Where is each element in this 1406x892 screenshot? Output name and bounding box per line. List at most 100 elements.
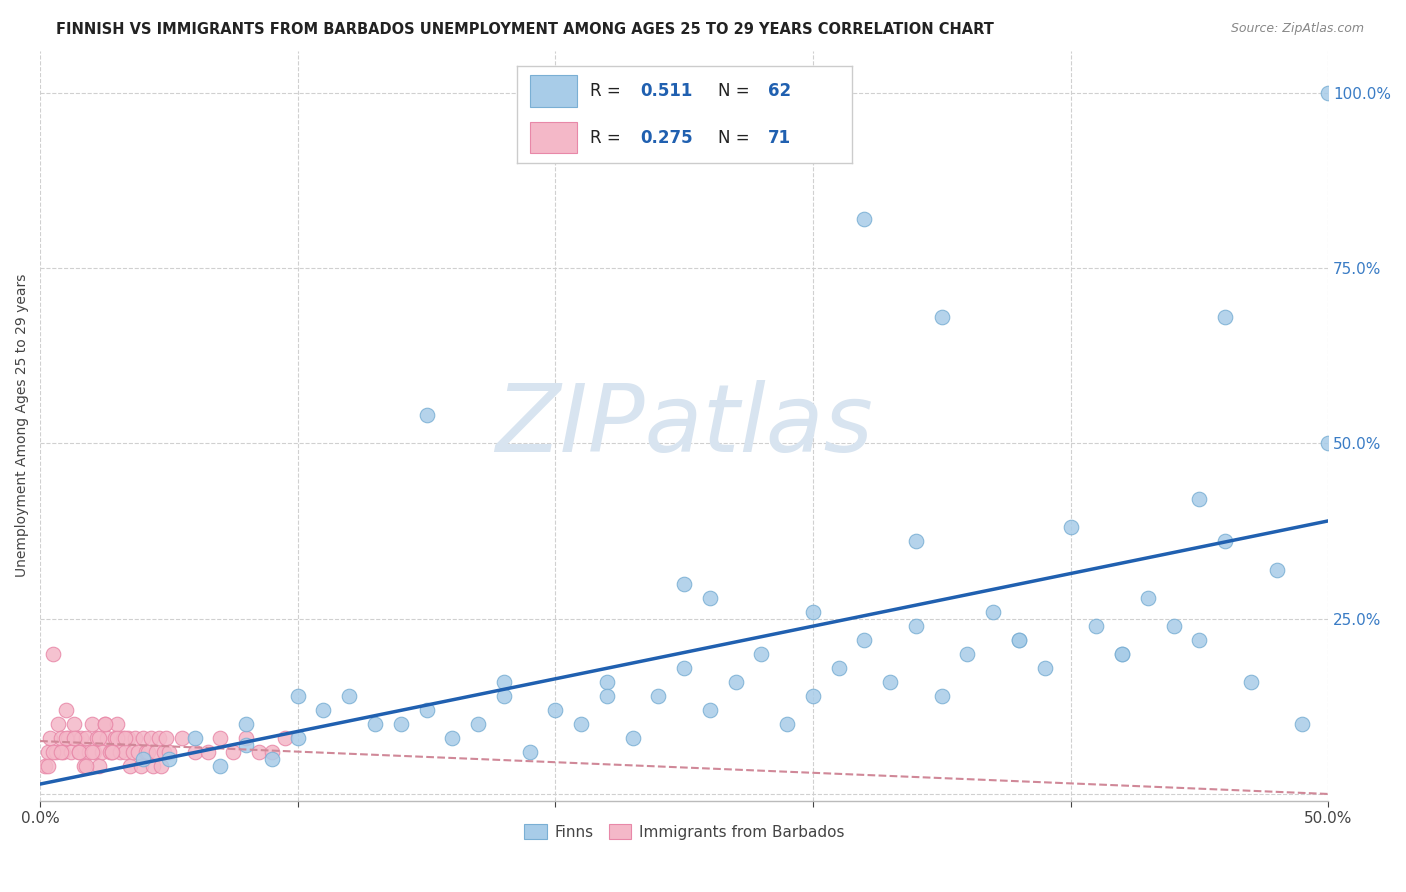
Point xyxy=(76,759,98,773)
Point xyxy=(45,745,67,759)
Point xyxy=(441,731,464,745)
Point xyxy=(879,674,901,689)
Point xyxy=(37,745,59,759)
Point xyxy=(83,745,105,759)
Point xyxy=(801,605,824,619)
Point xyxy=(312,703,335,717)
Point xyxy=(1188,492,1211,507)
Point xyxy=(67,745,90,759)
Point xyxy=(55,731,77,745)
Point xyxy=(114,745,136,759)
Point xyxy=(751,647,773,661)
Point xyxy=(197,745,219,759)
Point xyxy=(70,731,93,745)
Point xyxy=(287,689,309,703)
Point xyxy=(93,716,115,731)
Point xyxy=(67,745,90,759)
Point xyxy=(853,211,876,226)
Legend: Finns, Immigrants from Barbados: Finns, Immigrants from Barbados xyxy=(517,818,851,846)
Point xyxy=(121,745,143,759)
Point xyxy=(1008,632,1031,647)
Point xyxy=(569,716,592,731)
Point xyxy=(89,759,111,773)
Point xyxy=(596,689,619,703)
Point xyxy=(49,731,72,745)
Point xyxy=(673,576,696,591)
Point xyxy=(828,661,851,675)
Point xyxy=(96,731,118,745)
Point xyxy=(135,745,157,759)
Point xyxy=(209,759,232,773)
Point xyxy=(73,759,96,773)
Point xyxy=(1136,591,1159,605)
Point xyxy=(93,716,115,731)
Point xyxy=(127,745,149,759)
Point xyxy=(1033,661,1056,675)
Point xyxy=(247,745,270,759)
Point xyxy=(157,752,180,766)
Point xyxy=(724,674,747,689)
Point xyxy=(132,752,155,766)
Point xyxy=(492,689,515,703)
Point xyxy=(1008,632,1031,647)
Point xyxy=(76,731,98,745)
Point xyxy=(981,605,1004,619)
Point xyxy=(1317,436,1340,450)
Point xyxy=(235,716,257,731)
Point xyxy=(222,745,245,759)
Point xyxy=(142,759,165,773)
Point xyxy=(389,716,412,731)
Text: FINNISH VS IMMIGRANTS FROM BARBADOS UNEMPLOYMENT AMONG AGES 25 TO 29 YEARS CORRE: FINNISH VS IMMIGRANTS FROM BARBADOS UNEM… xyxy=(56,22,994,37)
Point xyxy=(101,745,124,759)
Point xyxy=(544,703,567,717)
Point xyxy=(150,759,173,773)
Point xyxy=(108,745,131,759)
Point xyxy=(1111,647,1133,661)
Point xyxy=(77,745,100,759)
Point xyxy=(98,745,121,759)
Point xyxy=(157,745,180,759)
Point xyxy=(1163,618,1185,632)
Point xyxy=(1317,86,1340,100)
Point xyxy=(101,745,124,759)
Point xyxy=(80,716,103,731)
Point xyxy=(1291,716,1313,731)
Point xyxy=(145,745,167,759)
Point xyxy=(287,731,309,745)
Point xyxy=(62,716,84,731)
Point xyxy=(673,661,696,675)
Point xyxy=(86,731,108,745)
Point xyxy=(699,591,721,605)
Text: Source: ZipAtlas.com: Source: ZipAtlas.com xyxy=(1230,22,1364,36)
Point xyxy=(104,731,127,745)
Point xyxy=(1188,632,1211,647)
Text: ZIPatlas: ZIPatlas xyxy=(495,380,873,471)
Point xyxy=(801,689,824,703)
Point xyxy=(596,674,619,689)
Point xyxy=(621,731,644,745)
Point xyxy=(105,731,128,745)
Point xyxy=(42,647,65,661)
Point xyxy=(699,703,721,717)
Point xyxy=(183,745,205,759)
Point xyxy=(37,759,59,773)
Point xyxy=(235,731,257,745)
Point xyxy=(492,674,515,689)
Point xyxy=(120,759,142,773)
Point xyxy=(114,731,136,745)
Point xyxy=(89,731,111,745)
Point xyxy=(62,731,84,745)
Point xyxy=(80,745,103,759)
Point xyxy=(52,745,75,759)
Point xyxy=(337,689,360,703)
Point xyxy=(956,647,979,661)
Point xyxy=(1059,520,1081,534)
Point xyxy=(46,716,69,731)
Point xyxy=(364,716,387,731)
Point xyxy=(111,731,134,745)
Point xyxy=(34,759,56,773)
Y-axis label: Unemployment Among Ages 25 to 29 years: Unemployment Among Ages 25 to 29 years xyxy=(15,274,30,577)
Point xyxy=(117,731,139,745)
Point xyxy=(519,745,541,759)
Point xyxy=(155,731,177,745)
